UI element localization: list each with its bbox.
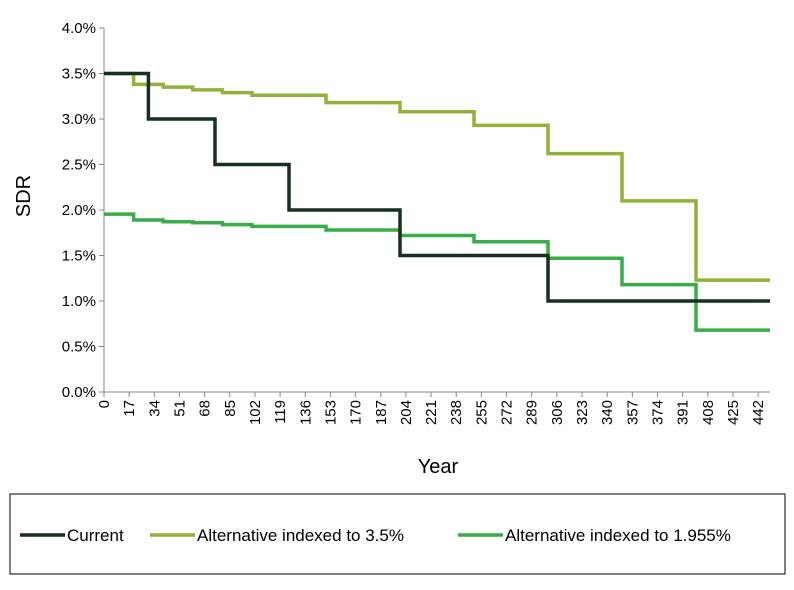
legend-label: Alternative indexed to 3.5% [197,526,404,545]
x-tick-label: 102 [247,400,264,425]
legend: Current Alternative indexed to 3.5% Altern… [9,493,786,575]
x-tick-label: 306 [549,400,566,425]
y-tick-label: 4.0% [62,20,96,37]
x-tick-label: 68 [197,400,214,417]
legend-label: Current [67,526,124,545]
x-tick-label: 255 [473,400,490,425]
x-tick-label: 238 [448,400,465,425]
x-tick-label: 136 [297,400,314,425]
x-tick-label: 51 [171,400,188,417]
x-tick-label: 357 [624,400,641,425]
x-tick-label: 391 [675,400,692,425]
x-tick-label: 17 [121,400,138,417]
x-axis-title: Year [418,456,459,478]
x-tick-label: 187 [373,400,390,425]
x-axis-ticks: 0 17 34 51 68 85 102 119 136 153 170 187 204 221 238 25… [96,392,767,425]
y-axis-title: SDR [13,175,35,217]
y-tick-label: 3.0% [62,111,96,128]
series-line-1 [104,71,770,303]
legend-label: Alternative indexed to 1.955% [505,526,731,545]
y-tick-label: 1.5% [62,248,96,265]
x-tick-label: 170 [348,400,365,425]
y-tick-label: 3.5% [62,66,96,83]
series-line-3 [104,212,770,332]
series-line-2 [104,71,770,282]
x-tick-label: 289 [524,400,541,425]
y-tick-label: 2.5% [62,157,96,174]
x-tick-label: 221 [423,400,440,425]
x-tick-label: 85 [222,400,239,417]
x-tick-label: 323 [574,400,591,425]
x-tick-label: 119 [272,400,289,424]
x-tick-label: 0 [96,400,113,408]
x-tick-label: 153 [322,400,339,425]
x-tick-label: 204 [398,400,415,425]
x-tick-label: 408 [700,400,717,425]
y-tick-label: 2.0% [62,202,96,219]
y-tick-label: 1.0% [62,293,96,310]
series-lines [104,71,770,332]
x-tick-label: 340 [599,400,616,425]
legend-box [9,493,786,575]
y-axis-ticks: 0.0% 0.5% 1.0% 1.5% 2.0% 2.5% 3.0% 3.5% 4.0% [62,20,104,401]
x-tick-label: 425 [725,400,742,425]
x-tick-label: 374 [650,400,667,425]
y-tick-label: 0.5% [62,339,96,356]
x-tick-label: 442 [750,400,767,425]
legend-items: Current Alternative indexed to 3.5% Altern… [20,526,731,545]
x-tick-label: 34 [146,400,163,417]
x-tick-label: 272 [499,400,516,425]
y-tick-label: 0.0% [62,384,96,401]
